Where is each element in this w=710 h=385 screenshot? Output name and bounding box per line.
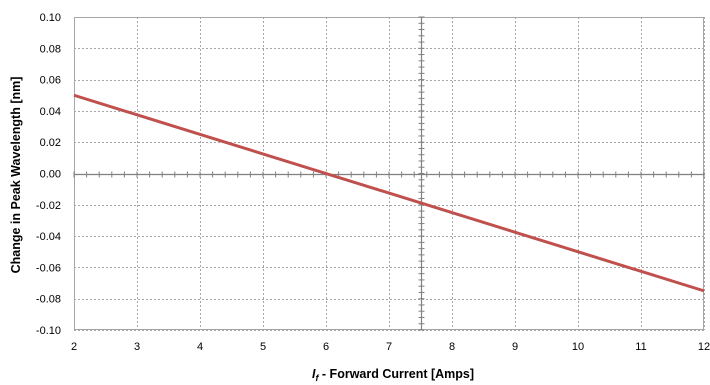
y-tick-label: 0.08 [40,43,61,55]
y-tick-label: 0.04 [40,106,61,118]
x-tick-label: 11 [635,341,646,353]
x-axis-title: If - Forward Current [Amps] [312,367,474,383]
series-layer [73,93,705,293]
x-tick-label: 6 [323,341,329,353]
series-line [73,93,705,293]
x-tick-label: 3 [134,341,140,353]
y-tick-label: 0.00 [40,169,61,181]
x-tick-label: 10 [572,341,584,353]
x-tick-label: 2 [71,341,77,353]
y-tick-label: -0.04 [36,231,61,243]
y-tick-label: -0.08 [36,294,61,306]
x-axis-title-variable: I [312,367,316,381]
x-tick-labels: 2 3 4 5 6 7 8 9 10 11 12 [71,341,710,353]
y-tick-label: -0.06 [36,262,61,274]
x-axis-title-text: - Forward Current [Amps] [318,367,474,381]
y-axis-title: Change in Peak Wavelength [nm] [9,77,23,274]
y-tick-label: -0.02 [36,200,61,212]
x-tick-label: 7 [386,341,392,353]
crosshair-axes [73,16,705,331]
x-axis-title-subscript: f [315,373,319,383]
y-tick-label: 0.06 [40,75,61,87]
x-tick-label: 4 [197,341,203,353]
grid [74,17,705,331]
x-tick-label: 12 [698,341,710,353]
y-tick-labels: -0.10 -0.08 -0.06 -0.04 -0.02 0.00 0.02 0.04 0.0… [36,12,61,337]
y-tick-label: 0.02 [40,137,61,149]
y-tick-label: 0.10 [40,12,61,24]
y-tick-label: -0.10 [36,325,61,337]
x-tick-label: 8 [449,341,455,353]
x-tick-label: 9 [512,341,518,353]
x-tick-label: 5 [260,341,266,353]
